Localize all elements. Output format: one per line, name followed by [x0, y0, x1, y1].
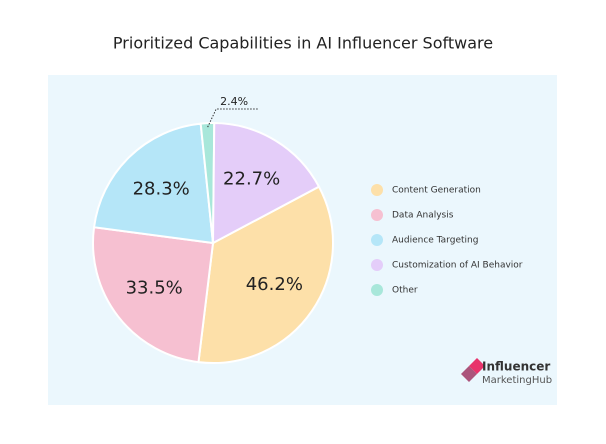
pie-slice	[197, 185, 334, 364]
legend-label: Other	[392, 286, 418, 296]
data-label: 33.5%	[126, 278, 183, 299]
legend-swatch	[371, 234, 383, 246]
data-label: 2.4%	[220, 95, 248, 108]
data-label: 46.2%	[246, 274, 303, 295]
pie-slice	[211, 121, 321, 245]
legend-swatch	[371, 209, 383, 221]
data-label: 28.3%	[133, 179, 190, 200]
legend-swatch	[371, 184, 383, 196]
pie-slice	[92, 226, 215, 364]
logo-icon	[461, 366, 477, 382]
chart-title: Prioritized Capabilities in AI Influence…	[113, 34, 493, 53]
legend-swatch	[371, 259, 383, 271]
logo-text: MarketingHub	[482, 375, 552, 386]
pie: 46.2% 33.5% 28.3% 2.4% 22.7%	[92, 95, 334, 364]
legend-label: Audience Targeting	[392, 236, 478, 246]
legend-label: Data Analysis	[392, 211, 454, 221]
legend: Content Generation Data Analysis Audience …	[371, 184, 523, 296]
legend-label: Content Generation	[392, 186, 481, 196]
data-label: 22.7%	[223, 168, 280, 189]
legend-swatch	[371, 284, 383, 296]
pie-slice	[92, 122, 215, 245]
logo-text: Influencer	[482, 360, 550, 374]
logo: Influencer MarketingHub	[461, 358, 552, 386]
leader-line	[207, 108, 259, 128]
legend-label: Customization of AI Behavior	[392, 261, 523, 271]
